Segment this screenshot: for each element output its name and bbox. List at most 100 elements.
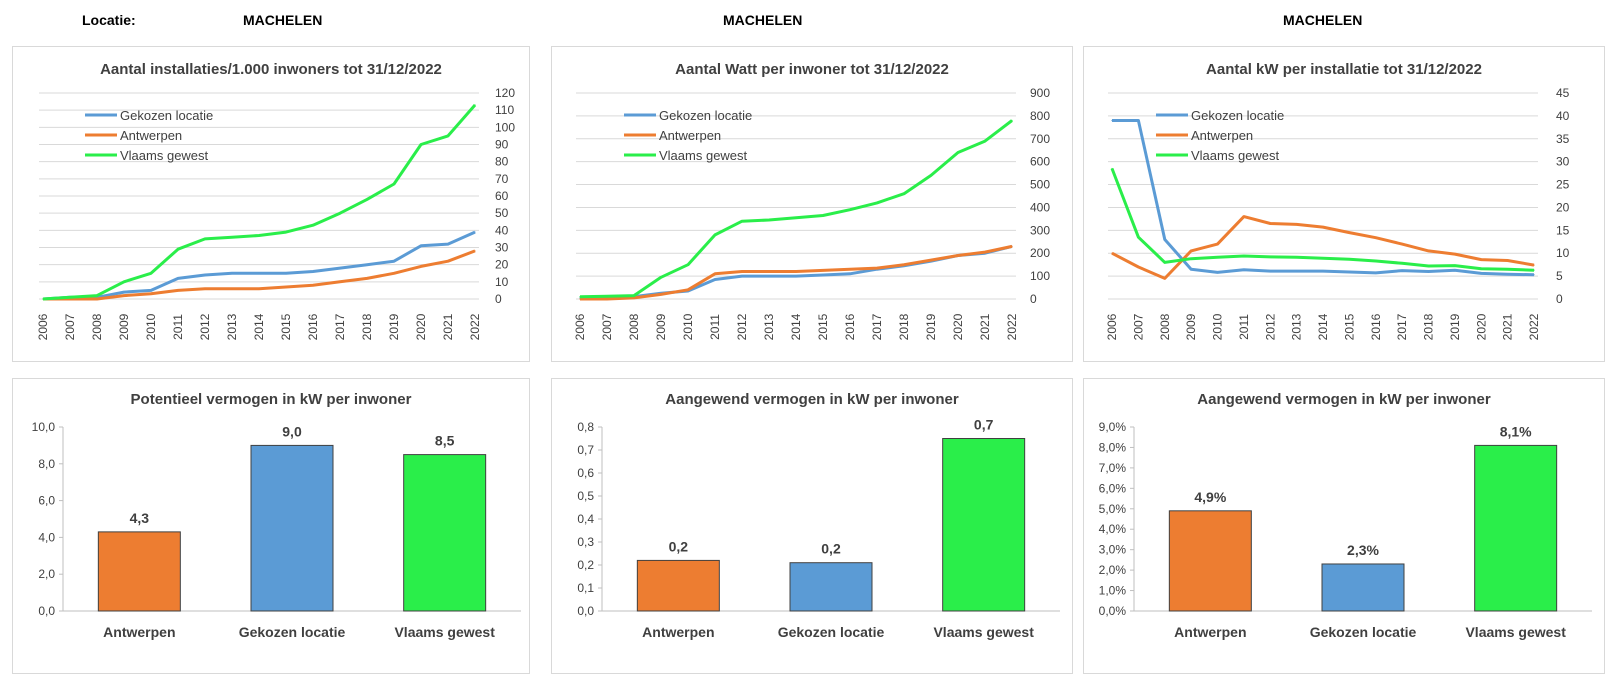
data-point <box>1243 269 1245 271</box>
bar-vlaams-gewest <box>1474 444 1558 612</box>
data-point <box>393 272 395 274</box>
y-tick-label: 50 <box>495 206 509 220</box>
data-point <box>366 264 368 266</box>
data-point <box>96 298 98 300</box>
bar-antwerpen <box>636 559 720 612</box>
x-tick-label: 2016 <box>1369 313 1383 340</box>
data-point <box>1454 253 1456 255</box>
x-tick-label: 2014 <box>789 313 803 340</box>
y-tick-label: 0,1 <box>577 581 594 595</box>
bar-vlaams-gewest <box>942 438 1026 612</box>
series-line-vlaams-gewest <box>1110 167 1535 272</box>
data-point <box>822 269 824 271</box>
data-point <box>1269 270 1271 272</box>
bar-chart-svg: 0,0 0,1 0,2 0,3 0,4 0,5 0,6 0,7 0,8 0,2 Antwerpen 0… <box>577 417 1060 640</box>
data-point <box>420 245 422 247</box>
y-tick-label: 0 <box>1556 292 1563 306</box>
series-line-gekozen-locatie <box>1112 119 1535 277</box>
y-tick-label: 0,0 <box>577 604 594 618</box>
data-label-vlaams-gewest: 0,7 <box>974 417 994 433</box>
data-point <box>420 143 422 146</box>
data-point <box>1137 236 1139 238</box>
data-point <box>1164 238 1166 241</box>
x-tick-label: 2020 <box>951 313 965 340</box>
data-point <box>957 151 959 154</box>
data-point <box>312 270 314 273</box>
x-tick-label: 2010 <box>144 313 158 340</box>
data-point <box>474 104 476 106</box>
data-point <box>741 220 743 222</box>
chart-aangewend-vermogen-pct: Aangewend vermogen in kW per inwoner 0,0%… <box>1083 378 1605 674</box>
x-tick-label: 2014 <box>252 313 266 340</box>
data-label-gekozen-locatie: 9,0 <box>282 423 302 439</box>
y-tick-label: 600 <box>1030 155 1050 169</box>
data-point <box>1190 258 1192 260</box>
data-label-gekozen-locatie: 0,2 <box>821 541 841 557</box>
data-point <box>1296 256 1298 258</box>
data-point <box>1348 271 1350 273</box>
data-point <box>984 251 986 253</box>
line-chart-svg: 0 5 10 15 20 25 30 35 40 45 2006 2007 2008 2009 2010 20… <box>1105 86 1570 340</box>
data-point <box>768 275 770 277</box>
data-label-vlaams-gewest: 8,5 <box>435 433 455 449</box>
location-header-col3: MACHELEN <box>1283 12 1363 28</box>
x-tick-label: 2012 <box>735 313 749 340</box>
y-tick-label: 10 <box>1556 246 1570 260</box>
data-point <box>795 270 797 273</box>
data-point <box>204 238 206 240</box>
data-point <box>660 276 662 278</box>
data-point <box>930 259 932 261</box>
data-point <box>150 289 152 292</box>
category-label-gekozen-locatie: Gekozen locatie <box>239 624 346 640</box>
data-point <box>822 214 824 217</box>
locatie-value: MACHELEN <box>243 12 323 28</box>
data-point <box>579 298 581 300</box>
series-line-antwerpen <box>1111 215 1535 280</box>
chart-aangewend-vermogen-kw: Aangewend vermogen in kW per inwoner 0,0 0… <box>551 378 1073 674</box>
data-point <box>312 284 314 286</box>
legend-label-antwerpen: Antwerpen <box>659 128 721 143</box>
chart-kw-per-installatie: Aantal kW per installatie tot 31/12/2022… <box>1083 46 1605 362</box>
data-point <box>957 254 959 257</box>
line-chart-svg: 0 100 200 300 400 500 600 700 800 900 2006 2007 2008… <box>573 86 1050 340</box>
data-point <box>1190 268 1192 270</box>
data-point <box>1111 119 1113 122</box>
y-tick-label: 15 <box>1556 223 1570 237</box>
data-point <box>1533 269 1535 271</box>
x-tick-label: 2020 <box>1474 313 1488 340</box>
data-point <box>714 234 716 236</box>
y-tick-label: 70 <box>495 172 509 186</box>
data-point <box>258 234 260 237</box>
y-tick-label: 6,0 <box>38 494 55 508</box>
data-point <box>1296 223 1298 225</box>
data-point <box>903 264 905 266</box>
data-point <box>1164 277 1166 279</box>
y-tick-label: 40 <box>1556 109 1570 123</box>
data-point <box>1216 243 1219 245</box>
x-tick-label: 2008 <box>1158 313 1172 340</box>
y-tick-label: 60 <box>495 189 509 203</box>
data-point <box>849 273 851 275</box>
data-point <box>633 297 635 299</box>
x-tick-label: 2018 <box>1422 313 1436 340</box>
y-tick-label: 500 <box>1030 178 1050 192</box>
data-point <box>1375 237 1377 239</box>
data-point <box>741 270 743 273</box>
data-point <box>447 135 449 137</box>
data-point <box>366 277 368 279</box>
y-tick-label: 300 <box>1030 223 1050 237</box>
data-point <box>285 231 287 233</box>
data-point <box>339 212 341 214</box>
data-point <box>1454 264 1456 267</box>
x-tick-label: 2011 <box>171 314 185 340</box>
data-label-gekozen-locatie: 2,3% <box>1347 542 1379 558</box>
data-point <box>822 274 824 276</box>
y-tick-label: 3,0% <box>1099 543 1127 557</box>
y-tick-label: 0,0 <box>38 604 55 618</box>
x-tick-label: 2012 <box>1263 313 1277 340</box>
data-point <box>447 260 449 262</box>
legend-label-gekozen-locatie: Gekozen locatie <box>1191 108 1284 123</box>
data-point <box>204 274 206 276</box>
x-tick-label: 2017 <box>1395 313 1409 340</box>
data-point <box>1243 216 1245 218</box>
